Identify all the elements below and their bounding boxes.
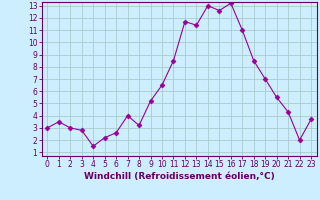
X-axis label: Windchill (Refroidissement éolien,°C): Windchill (Refroidissement éolien,°C) bbox=[84, 172, 275, 181]
